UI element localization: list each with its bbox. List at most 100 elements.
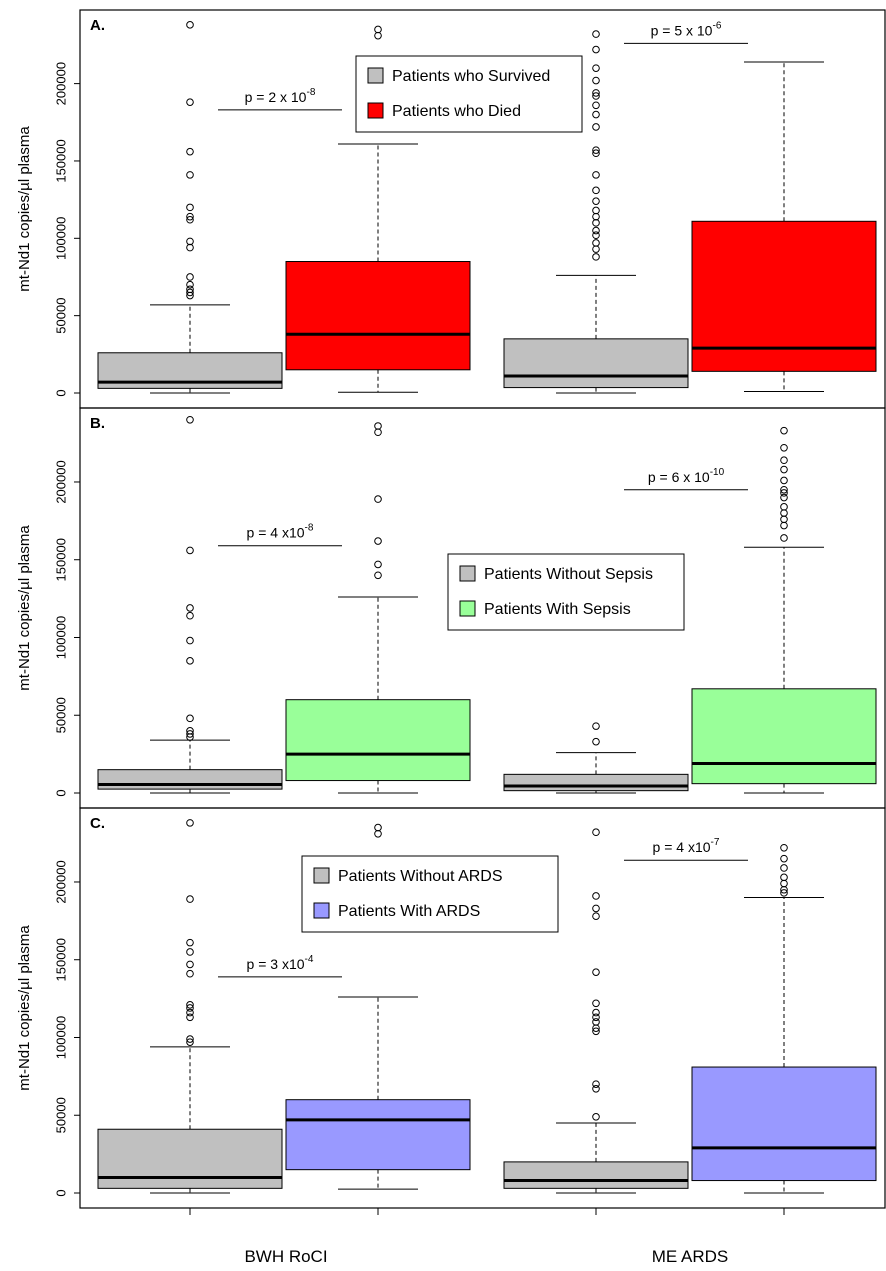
outlier-point [374,495,382,503]
panel-label: C. [90,815,105,832]
p-value-base: p = 5 x 10 [651,22,713,38]
box-iqr [285,261,471,371]
box-iqr [285,1099,471,1171]
outlier-point [780,521,788,530]
y-axis-label: mt-Nd1 copies/µl plasma [16,925,33,1091]
box-iqr [97,769,283,790]
y-tick-label: 0 [53,1189,68,1196]
outlier-point [780,476,788,485]
outlier-point [780,889,788,897]
outlier-point [186,415,194,424]
outlier-point [186,960,194,969]
outlier-point [592,245,600,253]
p-value-base: p = 4 x10 [247,525,305,541]
box-bwh-roci-patients-who-survived [97,21,283,394]
box-me-ards-patients-with-ards [691,843,877,1194]
y-tick-label: 50000 [53,697,68,733]
box-bwh-roci-patients-with-ards [285,823,471,1190]
x-group-label-me-ards: ME ARDS [652,1247,729,1266]
outlier-point [374,31,382,40]
outlier-point [592,968,600,976]
p-value-base: p = 6 x 10 [648,469,710,485]
y-tick-label: 100000 [53,1016,68,1059]
legend-label: Patients With ARDS [338,903,480,920]
y-tick-label: 200000 [53,62,68,105]
p-value-exponent: -4 [305,954,314,965]
outlier-point [780,489,788,497]
outlier-point [592,76,600,85]
outlier-point [592,1027,600,1036]
outlier-point [186,1013,194,1022]
p-value-text: p = 4 x10-7 [653,837,720,855]
legend-swatch [313,867,330,884]
p-value-base: p = 2 x 10 [245,89,307,105]
legend-swatch [367,67,384,84]
legend-box [301,855,559,933]
box-bwh-roci-patients-with-sepsis [285,422,471,794]
outlier-point [592,110,600,119]
outlier-point [592,1085,600,1093]
y-tick-label: 0 [53,789,68,796]
outlier-point [374,428,382,437]
outlier-point [186,714,194,723]
outlier-point [186,280,194,289]
outlier-point [186,1001,194,1009]
outlier-point [592,231,600,240]
legend-swatch [459,600,476,617]
outlier-point [186,273,194,281]
outlier-point [186,212,194,221]
legend-label: Patients who Survived [392,68,550,85]
panel-label: A. [90,17,105,34]
outlier-point [374,422,382,430]
outlier-point [592,828,600,837]
legend-label: Patients Without ARDS [338,868,503,885]
outlier-point [592,1008,600,1017]
outlier-point [780,465,788,474]
p-value-text: p = 6 x 10-10 [648,467,725,485]
outlier-point [592,904,600,913]
outlier-point [592,101,600,110]
x-axis [189,1207,785,1215]
outlier-point [592,1013,600,1022]
outlier-point [186,657,194,665]
outlier-point [186,243,194,252]
outlier-point [780,485,788,494]
box-bwh-roci-patients-without-sepsis [97,415,283,794]
p-value-exponent: -7 [711,837,720,848]
x-group-label-bwh-roci: BWH RoCI [244,1247,327,1266]
outlier-point [592,149,600,158]
outlier-point [186,147,194,156]
outlier-point [592,197,600,205]
outlier-point [592,892,600,900]
box-iqr [691,688,877,785]
outlier-point [186,1004,194,1012]
outlier-point [592,186,600,195]
outlier-point [780,879,788,888]
outlier-point [186,203,194,212]
outlier-point [374,829,382,838]
outlier-point [186,948,194,956]
outlier-point [592,219,600,227]
p-value-text: p = 3 x10-4 [247,954,314,972]
outlier-point [186,288,194,297]
legend-swatch [459,565,476,582]
outlier-point [780,426,788,435]
box-iqr [285,699,471,782]
box-iqr [503,1161,689,1189]
outlier-point [780,843,788,852]
box-bwh-roci-patients-without-ards [97,819,283,1194]
p-value-exponent: -10 [710,467,725,478]
p-value-text: p = 2 x 10-8 [245,87,316,105]
outlier-point [592,146,600,154]
outlier-point [592,1018,600,1026]
outlier-point [592,171,600,179]
p-value-annotation: p = 6 x 10-10 [624,467,748,491]
outlier-point [186,215,194,224]
p-value-base: p = 3 x10 [247,956,305,972]
outlier-point [374,537,382,545]
legend: Patients who Survived Patients who Died [355,55,583,133]
outlier-point [186,611,194,620]
legend-swatch [313,902,330,919]
outlier-point [374,560,382,569]
y-axis-label: mt-Nd1 copies/µl plasma [16,525,33,691]
